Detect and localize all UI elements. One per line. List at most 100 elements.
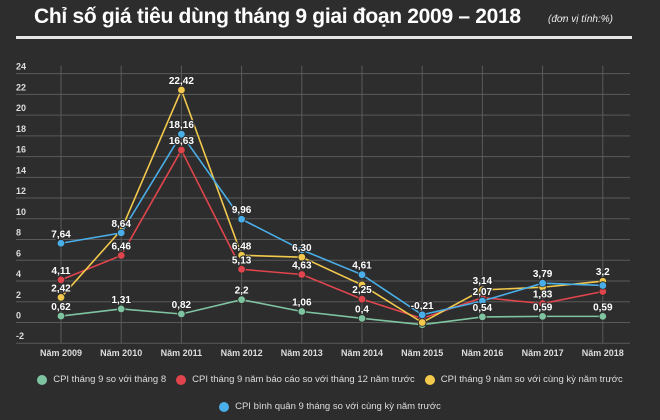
data-point xyxy=(478,312,487,322)
y-tick-label: 20 xyxy=(16,103,26,113)
data-point xyxy=(478,285,487,295)
data-point xyxy=(478,296,487,306)
y-tick-label: 12 xyxy=(16,186,26,196)
y-tick-label: 0 xyxy=(16,311,21,321)
data-point xyxy=(237,265,246,274)
data-point xyxy=(56,275,66,285)
x-tick-label: Năm 2016 xyxy=(461,348,503,358)
y-tick-label: 14 xyxy=(16,165,26,175)
y-tick-label: 24 xyxy=(16,62,26,72)
data-label: 4,63 xyxy=(292,260,312,271)
series-line xyxy=(60,87,603,324)
x-tick-label: Năm 2015 xyxy=(401,348,443,358)
legend-label: CPI tháng 9 năm báo cáo so với tháng 12 … xyxy=(192,374,415,385)
y-tick-label: 16 xyxy=(16,145,26,155)
data-point xyxy=(177,145,186,155)
data-label: 3,79 xyxy=(533,269,553,280)
data-point xyxy=(116,304,126,314)
legend-swatch xyxy=(37,374,48,385)
x-tick-label: Năm 2013 xyxy=(281,348,323,358)
data-label: 2,42 xyxy=(51,283,71,294)
data-label: 0,59 xyxy=(533,302,553,313)
y-tick-label: 22 xyxy=(16,82,26,92)
data-label: 1,83 xyxy=(533,290,553,301)
data-point xyxy=(357,280,367,290)
data-label: 0,62 xyxy=(51,302,71,313)
series-line xyxy=(60,298,603,326)
legend-label: CPI tháng 9 so với tháng 8 xyxy=(53,374,167,385)
y-tick-label: 18 xyxy=(16,124,26,134)
data-label: 1,06 xyxy=(292,298,312,309)
data-label: -0,21 xyxy=(411,301,434,312)
legend-item[interactable]: CPI bình quân 9 tháng so với cùng kỳ năm… xyxy=(219,401,441,412)
data-point xyxy=(297,270,306,279)
y-tick-label: 4 xyxy=(16,269,21,279)
data-point xyxy=(56,293,66,302)
data-label: 0,4 xyxy=(355,304,369,315)
data-label: 7,64 xyxy=(51,229,71,240)
data-point xyxy=(56,311,66,321)
legend-row-2: CPI bình quân 9 tháng so với cùng kỳ năm… xyxy=(0,401,660,412)
data-point xyxy=(237,295,246,304)
data-point xyxy=(538,312,547,321)
legend-swatch xyxy=(176,374,187,385)
data-label: 22,42 xyxy=(169,76,194,87)
data-label: 5,13 xyxy=(232,255,252,266)
data-point xyxy=(116,228,126,238)
x-tick-label: Năm 2017 xyxy=(522,348,564,358)
data-point xyxy=(418,310,427,320)
data-point xyxy=(357,294,367,304)
legend-item[interactable]: CPI tháng 9 so với tháng 8 xyxy=(37,374,166,385)
y-tick-label: 10 xyxy=(16,207,26,217)
legend-item[interactable]: CPI tháng 9 năm so với cùng kỳ năm trước xyxy=(424,374,623,385)
data-point xyxy=(598,312,607,321)
data-label: 6,48 xyxy=(232,241,252,252)
data-label: 0,82 xyxy=(172,300,192,311)
data-point xyxy=(297,307,306,316)
data-label: 16,63 xyxy=(169,136,194,147)
legend-item[interactable]: CPI tháng 9 năm báo cáo so với tháng 12 … xyxy=(176,374,415,385)
data-label: 1,31 xyxy=(111,295,131,306)
data-label: 3,2 xyxy=(596,267,610,278)
data-label: 3,14 xyxy=(473,276,493,287)
data-label: 9,96 xyxy=(232,205,252,216)
data-label: 8,64 xyxy=(111,219,131,230)
data-label: 4,61 xyxy=(352,261,372,272)
data-label: 6,30 xyxy=(292,243,312,254)
x-tick-label: Năm 2011 xyxy=(161,348,203,358)
legend-label: CPI tháng 9 năm so với cùng kỳ năm trước xyxy=(440,374,623,385)
data-point xyxy=(297,245,306,255)
data-point xyxy=(538,299,547,308)
data-label: 18,16 xyxy=(169,120,194,131)
unit-note: (đơn vị tính:%) xyxy=(548,14,613,25)
y-tick-label: 8 xyxy=(16,228,21,238)
legend-swatch xyxy=(219,401,230,412)
y-tick-label: 2 xyxy=(16,290,21,300)
data-point xyxy=(538,278,547,288)
data-label: 6,46 xyxy=(111,242,131,253)
data-point xyxy=(418,318,427,327)
data-point xyxy=(357,270,367,279)
legend-swatch xyxy=(424,374,435,385)
legend-label: CPI bình quân 9 tháng so với cùng kỳ năm… xyxy=(235,401,441,412)
x-tick-label: Năm 2018 xyxy=(582,348,624,358)
legend-row-1: CPI tháng 9 so với tháng 8 CPI tháng 9 n… xyxy=(0,374,660,385)
data-label: 4,11 xyxy=(52,266,71,277)
data-point xyxy=(598,281,607,290)
data-label: 0,59 xyxy=(593,302,613,313)
series-line xyxy=(60,148,603,320)
data-label: 2,07 xyxy=(473,287,493,298)
y-tick-label: -2 xyxy=(16,331,24,341)
x-tick-label: Năm 2012 xyxy=(221,348,263,358)
x-tick-label: Năm 2009 xyxy=(40,348,82,358)
data-point xyxy=(56,239,66,248)
series-line xyxy=(60,132,603,316)
data-label: 0,54 xyxy=(473,303,493,314)
x-tick-label: Năm 2014 xyxy=(341,348,383,358)
y-tick-label: 6 xyxy=(16,248,21,258)
data-point xyxy=(177,309,186,319)
title-underline xyxy=(16,36,632,39)
data-point xyxy=(237,215,246,224)
